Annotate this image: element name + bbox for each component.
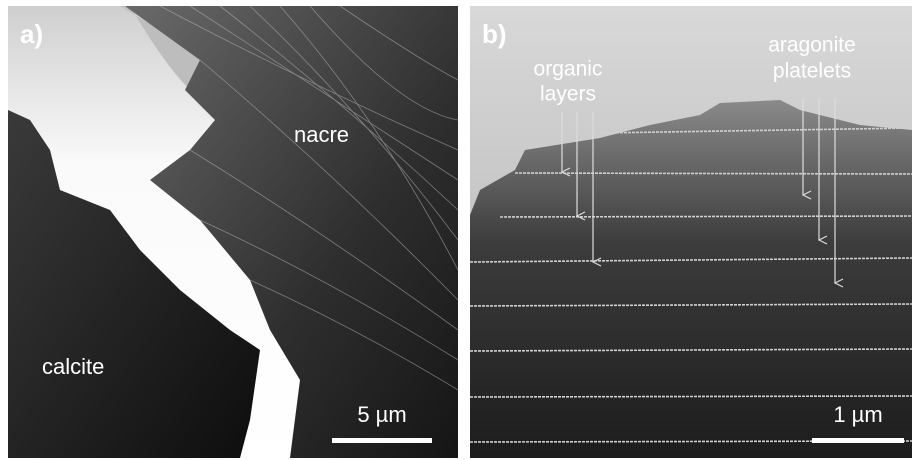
panel-a: a) nacre calcite 5 µm <box>8 5 459 458</box>
scale-bar <box>812 438 904 443</box>
nacre-region <box>125 6 458 458</box>
annotation: organic <box>534 58 603 81</box>
annotation: layers <box>540 83 596 106</box>
scale-bar-label: 5 µm <box>357 402 406 427</box>
panel-label: a) <box>20 19 43 49</box>
calcite-region <box>8 110 260 458</box>
arrows <box>562 98 835 283</box>
panel-b: b) organic layers aragonite platelets 1 … <box>469 6 913 458</box>
scale-bar-label: 1 µm <box>833 402 882 427</box>
annotation: aragonite <box>768 34 856 57</box>
panel-label: b) <box>482 19 507 49</box>
annotation: nacre <box>294 122 349 147</box>
organic-layer-lines <box>469 127 913 443</box>
annotation: calcite <box>42 354 104 379</box>
annotation: platelets <box>773 60 851 83</box>
nacre-lines <box>159 5 459 391</box>
platelet-stack <box>470 100 912 458</box>
scale-bar <box>332 438 432 443</box>
